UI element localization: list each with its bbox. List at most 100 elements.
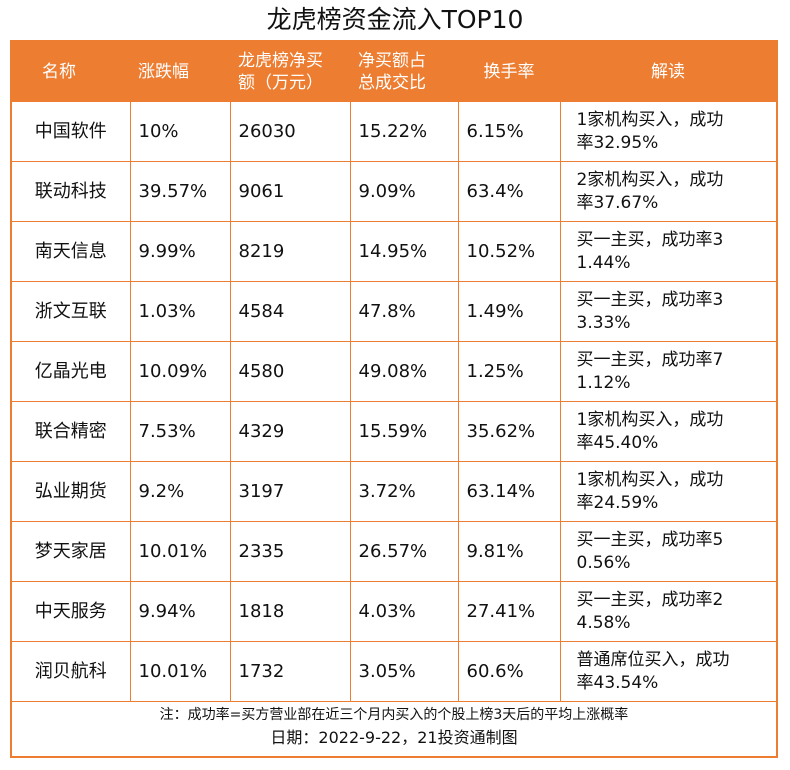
cell-note: 2家机构买入，成功 率37.67% — [559, 161, 776, 222]
cell-name: 梦天家居 — [12, 521, 131, 582]
cell-change: 9.2% — [129, 461, 231, 522]
header-net-buy-line1: 龙虎榜净买 — [238, 50, 323, 71]
cell-note-line2: 3.33% — [576, 312, 631, 333]
cell-name: 中国软件 — [12, 101, 131, 162]
cell-net-buy: 3197 — [229, 461, 351, 522]
cell-net-buy: 8219 — [229, 221, 351, 282]
cell-ratio: 4.03% — [349, 581, 459, 642]
cell-net-buy: 9061 — [229, 161, 351, 222]
cell-name: 弘业期货 — [12, 461, 131, 522]
cell-ratio: 15.22% — [349, 101, 459, 162]
header-turnover: 换手率 — [458, 42, 560, 102]
cell-note: 买一主买，成功率3 1.44% — [559, 221, 776, 282]
cell-note-line1: 2家机构买入，成功 — [576, 169, 724, 190]
cell-note-line2: 率45.40% — [576, 432, 659, 453]
cell-note-line2: 率24.59% — [576, 492, 659, 513]
cell-turnover: 1.49% — [457, 281, 561, 342]
cell-note: 买一主买，成功率2 4.58% — [559, 581, 776, 642]
cell-name: 联合精密 — [12, 401, 131, 462]
header-change: 涨跌幅 — [130, 42, 230, 102]
cell-change: 1.03% — [129, 281, 231, 342]
cell-note-line2: 率43.54% — [576, 672, 659, 693]
header-ratio-line1: 净买额占 — [358, 50, 426, 71]
header-ratio: 净买额占 总成交比 — [350, 42, 458, 102]
cell-note-line2: 0.56% — [576, 552, 631, 573]
cell-note-line1: 普通席位买入，成功 — [576, 649, 730, 670]
chart-title: 龙虎榜资金流入TOP10 — [266, 5, 524, 34]
cell-ratio: 26.57% — [349, 521, 459, 582]
cell-turnover: 6.15% — [457, 101, 561, 162]
header-ratio-line2: 总成交比 — [358, 72, 426, 93]
table-row: 南天信息 9.99% 8219 14.95% 10.52% 买一主买，成功率3 1.44% — [12, 221, 776, 282]
cell-ratio: 14.95% — [349, 221, 459, 282]
cell-name: 润贝航科 — [12, 641, 131, 702]
table-header-row: 名称 涨跌幅 龙虎榜净买 额（万元） 净买额占 总成交比 换手率 解读 — [12, 42, 776, 102]
cell-change: 9.99% — [129, 221, 231, 282]
cell-name: 南天信息 — [12, 221, 131, 282]
cell-net-buy: 2335 — [229, 521, 351, 582]
table-row: 弘业期货 9.2% 3197 3.72% 63.14% 1家机构买入，成功 率24.59% — [12, 461, 776, 522]
cell-name: 中天服务 — [12, 581, 131, 642]
table-row: 亿晶光电 10.09% 4580 49.08% 1.25% 买一主买，成功率7 1.12% — [12, 341, 776, 402]
cell-net-buy: 1732 — [229, 641, 351, 702]
cell-change: 10.01% — [129, 641, 231, 702]
table-row: 润贝航科 10.01% 1732 3.05% 60.6% 普通席位买入，成功 率43.54% — [12, 641, 776, 702]
cell-ratio: 15.59% — [349, 401, 459, 462]
cell-note: 买一主买，成功率7 1.12% — [559, 341, 776, 402]
cell-note-line1: 1家机构买入，成功 — [576, 469, 724, 490]
table-row: 中国软件 10% 26030 15.22% 6.15% 1家机构买入，成功 率32.95% — [12, 101, 776, 162]
table-row: 联合精密 7.53% 4329 15.59% 35.62% 1家机构买入，成功 率45.40… — [12, 401, 776, 462]
cell-change: 10.09% — [129, 341, 231, 402]
cell-ratio: 3.72% — [349, 461, 459, 522]
cell-turnover: 1.25% — [457, 341, 561, 402]
cell-net-buy: 26030 — [229, 101, 351, 162]
cell-net-buy: 4329 — [229, 401, 351, 462]
data-table: 名称 涨跌幅 龙虎榜净买 额（万元） 净买额占 总成交比 换手率 解读 中国软件… — [12, 42, 776, 702]
cell-note-line2: 4.58% — [576, 612, 631, 633]
cell-note-line1: 买一主买，成功率3 — [576, 289, 724, 310]
cell-name: 亿晶光电 — [12, 341, 131, 402]
cell-note-line1: 1家机构买入，成功 — [576, 109, 724, 130]
cell-change: 10.01% — [129, 521, 231, 582]
cell-change: 9.94% — [129, 581, 231, 642]
footer: 注：成功率=买方营业部在近三个月内买入的个股上榜3天后的平均上涨概率 日期：20… — [12, 704, 776, 750]
cell-turnover: 35.62% — [457, 401, 561, 462]
cell-note: 买一主买，成功率5 0.56% — [559, 521, 776, 582]
cell-ratio: 3.05% — [349, 641, 459, 702]
cell-turnover: 60.6% — [457, 641, 561, 702]
cell-note: 1家机构买入，成功 率32.95% — [559, 101, 776, 162]
cell-ratio: 9.09% — [349, 161, 459, 222]
cell-change: 39.57% — [129, 161, 231, 222]
footnote: 注：成功率=买方营业部在近三个月内买入的个股上榜3天后的平均上涨概率 — [159, 707, 629, 723]
cell-note: 买一主买，成功率3 3.33% — [559, 281, 776, 342]
table-row: 浙文互联 1.03% 4584 47.8% 1.49% 买一主买，成功率3 3.33% — [12, 281, 776, 342]
header-net-buy-line2: 额（万元） — [238, 72, 323, 93]
table-row: 联动科技 39.57% 9061 9.09% 63.4% 2家机构买入，成功 率37.67% — [12, 161, 776, 222]
cell-note-line2: 1.12% — [576, 372, 631, 393]
cell-change: 10% — [129, 101, 231, 162]
header-note: 解读 — [560, 42, 776, 102]
cell-note-line2: 1.44% — [576, 252, 631, 273]
cell-net-buy: 4584 — [229, 281, 351, 342]
header-net-buy: 龙虎榜净买 额（万元） — [230, 42, 350, 102]
cell-note: 普通席位买入，成功 率43.54% — [559, 641, 776, 702]
cell-turnover: 63.4% — [457, 161, 561, 222]
table-frame: 名称 涨跌幅 龙虎榜净买 额（万元） 净买额占 总成交比 换手率 解读 中国软件… — [10, 40, 778, 758]
cell-net-buy: 4580 — [229, 341, 351, 402]
credit-line: 日期：2022-9-22，21投资通制图 — [270, 728, 518, 747]
cell-note-line1: 买一主买，成功率3 — [576, 229, 724, 250]
table-row: 梦天家居 10.01% 2335 26.57% 9.81% 买一主买，成功率5 0.56% — [12, 521, 776, 582]
cell-turnover: 27.41% — [457, 581, 561, 642]
table-row: 中天服务 9.94% 1818 4.03% 27.41% 买一主买，成功率2 4.58% — [12, 581, 776, 642]
cell-note: 1家机构买入，成功 率24.59% — [559, 461, 776, 522]
cell-name: 浙文互联 — [12, 281, 131, 342]
cell-ratio: 49.08% — [349, 341, 459, 402]
header-name: 名称 — [12, 42, 130, 102]
cell-note: 1家机构买入，成功 率45.40% — [559, 401, 776, 462]
cell-note-line1: 买一主买，成功率5 — [576, 529, 724, 550]
cell-note-line1: 买一主买，成功率2 — [576, 589, 724, 610]
cell-turnover: 10.52% — [457, 221, 561, 282]
cell-note-line1: 买一主买，成功率7 — [576, 349, 724, 370]
cell-ratio: 47.8% — [349, 281, 459, 342]
cell-turnover: 9.81% — [457, 521, 561, 582]
